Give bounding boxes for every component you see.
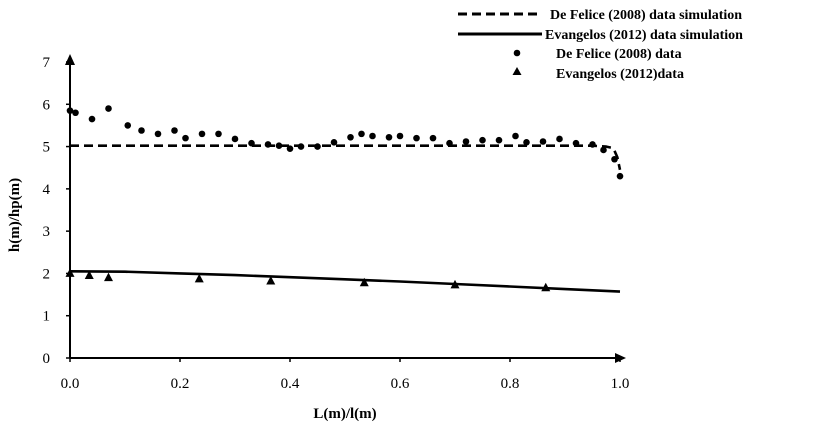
- data-point-circle: [330, 139, 338, 146]
- x-tick-label: 0.0: [61, 376, 80, 392]
- data-point-circle: [286, 145, 294, 152]
- y-tick-label: 7: [43, 55, 51, 71]
- data-point-circle: [600, 146, 607, 154]
- data-point-circle: [385, 133, 393, 141]
- data-point-circle: [66, 107, 74, 114]
- data-point-circle: [154, 130, 162, 138]
- data-point-circle: [297, 143, 305, 150]
- data-point-circle: [231, 135, 239, 143]
- data-point-circle: [182, 134, 189, 142]
- data-point-triangle: [266, 276, 276, 285]
- data-point-triangle: [65, 268, 75, 277]
- data-point-circle: [275, 142, 283, 150]
- series-line-evangelos-2012-data-simulation: [69, 270, 621, 293]
- data-point-circle: [347, 133, 354, 141]
- data-point-circle: [124, 122, 132, 129]
- data-point-circle: [138, 127, 145, 134]
- x-tick-label: 0.6: [391, 376, 410, 392]
- data-point-circle: [429, 134, 437, 142]
- x-axis-label: L(m)/l(m): [313, 406, 376, 422]
- data-point-circle: [413, 134, 420, 142]
- series-layer: [65, 105, 624, 293]
- legend-label-de-felice-simulation: De Felice (2008) data simulation: [550, 8, 742, 23]
- data-point-triangle: [84, 270, 94, 280]
- data-point-circle: [198, 130, 206, 138]
- y-tick-label: 4: [43, 182, 51, 198]
- y-tick-label: 3: [43, 224, 51, 240]
- y-axis-label: h(m)/hp(m): [7, 178, 23, 252]
- data-point-circle: [396, 132, 404, 140]
- y-tick-label: 1: [43, 309, 51, 325]
- data-point-circle: [512, 132, 519, 140]
- y-tick-label: 0: [43, 351, 51, 367]
- data-point-circle: [105, 105, 112, 112]
- y-tick-label: 6: [43, 97, 51, 113]
- data-point-circle: [215, 130, 222, 138]
- y-tick-label: 5: [43, 140, 51, 156]
- tick-labels: 0 1 2 3 4 5 6 7 0.0 0.2 0.4 0.6 0.8 1.0: [43, 55, 630, 392]
- x-tick-label: 1.0: [611, 376, 630, 392]
- series-line-de-felice-2008-data-simulation: [70, 144, 622, 171]
- data-point-triangle: [104, 272, 113, 282]
- data-point-circle: [358, 130, 365, 138]
- data-point-circle: [72, 109, 79, 117]
- legend-label-evangelos-simulation: Evangelos (2012) data simulation: [545, 28, 743, 43]
- data-point-circle: [248, 139, 255, 147]
- data-point-circle: [446, 139, 453, 147]
- axes: [65, 54, 626, 363]
- legend-swatch-triangle: [512, 67, 522, 75]
- data-point-circle: [479, 136, 486, 144]
- data-point-circle: [88, 115, 96, 123]
- legend: De Felice (2008) data simulation Evangel…: [458, 8, 743, 82]
- data-point-circle: [495, 136, 503, 144]
- data-point-triangle: [194, 273, 204, 283]
- y-axis-arrowhead: [65, 54, 75, 65]
- legend-swatch-circle: [513, 49, 521, 57]
- legend-label-evangelos-data: Evangelos (2012)data: [556, 67, 684, 82]
- data-point-circle: [611, 155, 618, 163]
- data-point-circle: [589, 141, 596, 148]
- y-tick-label: 2: [43, 266, 51, 282]
- data-point-circle: [171, 127, 178, 134]
- data-point-triangle: [541, 282, 551, 292]
- x-tick-label: 0.8: [501, 376, 520, 392]
- data-point-circle: [264, 141, 272, 148]
- data-point-circle: [539, 138, 547, 145]
- legend-label-de-felice-data: De Felice (2008) data: [556, 47, 682, 62]
- x-tick-label: 0.4: [281, 376, 300, 392]
- x-tick-label: 0.2: [171, 376, 190, 392]
- data-point-circle: [369, 132, 376, 140]
- data-point-circle: [572, 139, 580, 147]
- data-point-circle: [556, 135, 563, 143]
- data-point-triangle: [450, 279, 460, 289]
- data-point-circle: [616, 172, 624, 180]
- data-point-circle: [314, 143, 321, 150]
- data-point-triangle: [359, 277, 369, 287]
- data-point-circle: [523, 139, 530, 146]
- data-point-circle: [462, 138, 470, 145]
